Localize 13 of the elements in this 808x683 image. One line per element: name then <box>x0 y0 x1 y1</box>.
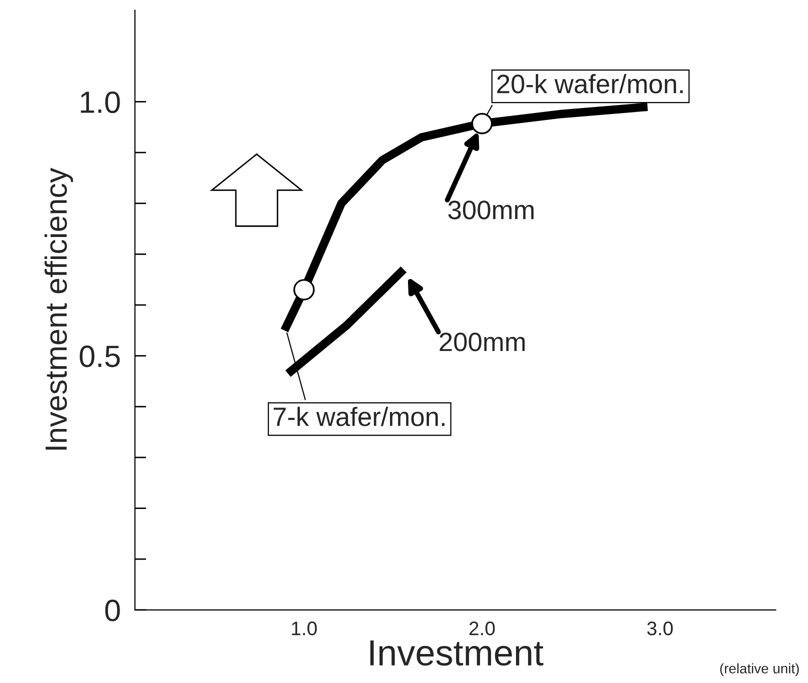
text: (relative unit) <box>720 663 799 676</box>
annotation: 20-k wafer/mon. <box>497 74 683 94</box>
y-tick-label: 0 <box>105 600 120 622</box>
legend-label: 200mm <box>440 332 525 352</box>
x-tick-label: 1.0 <box>292 622 317 636</box>
x-tick-label: 2.0 <box>469 622 495 636</box>
y-axis-title: Investment efficiency <box>44 168 74 450</box>
text: 300mm <box>448 200 534 220</box>
x-axis-title: Investment <box>370 640 544 666</box>
annotation: 7-k wafer/mon. <box>274 406 444 426</box>
x-tick-label: 3.0 <box>647 622 673 636</box>
y-tick-label: 1.0 <box>80 91 120 114</box>
y-tick-label: 0.5 <box>80 346 120 368</box>
